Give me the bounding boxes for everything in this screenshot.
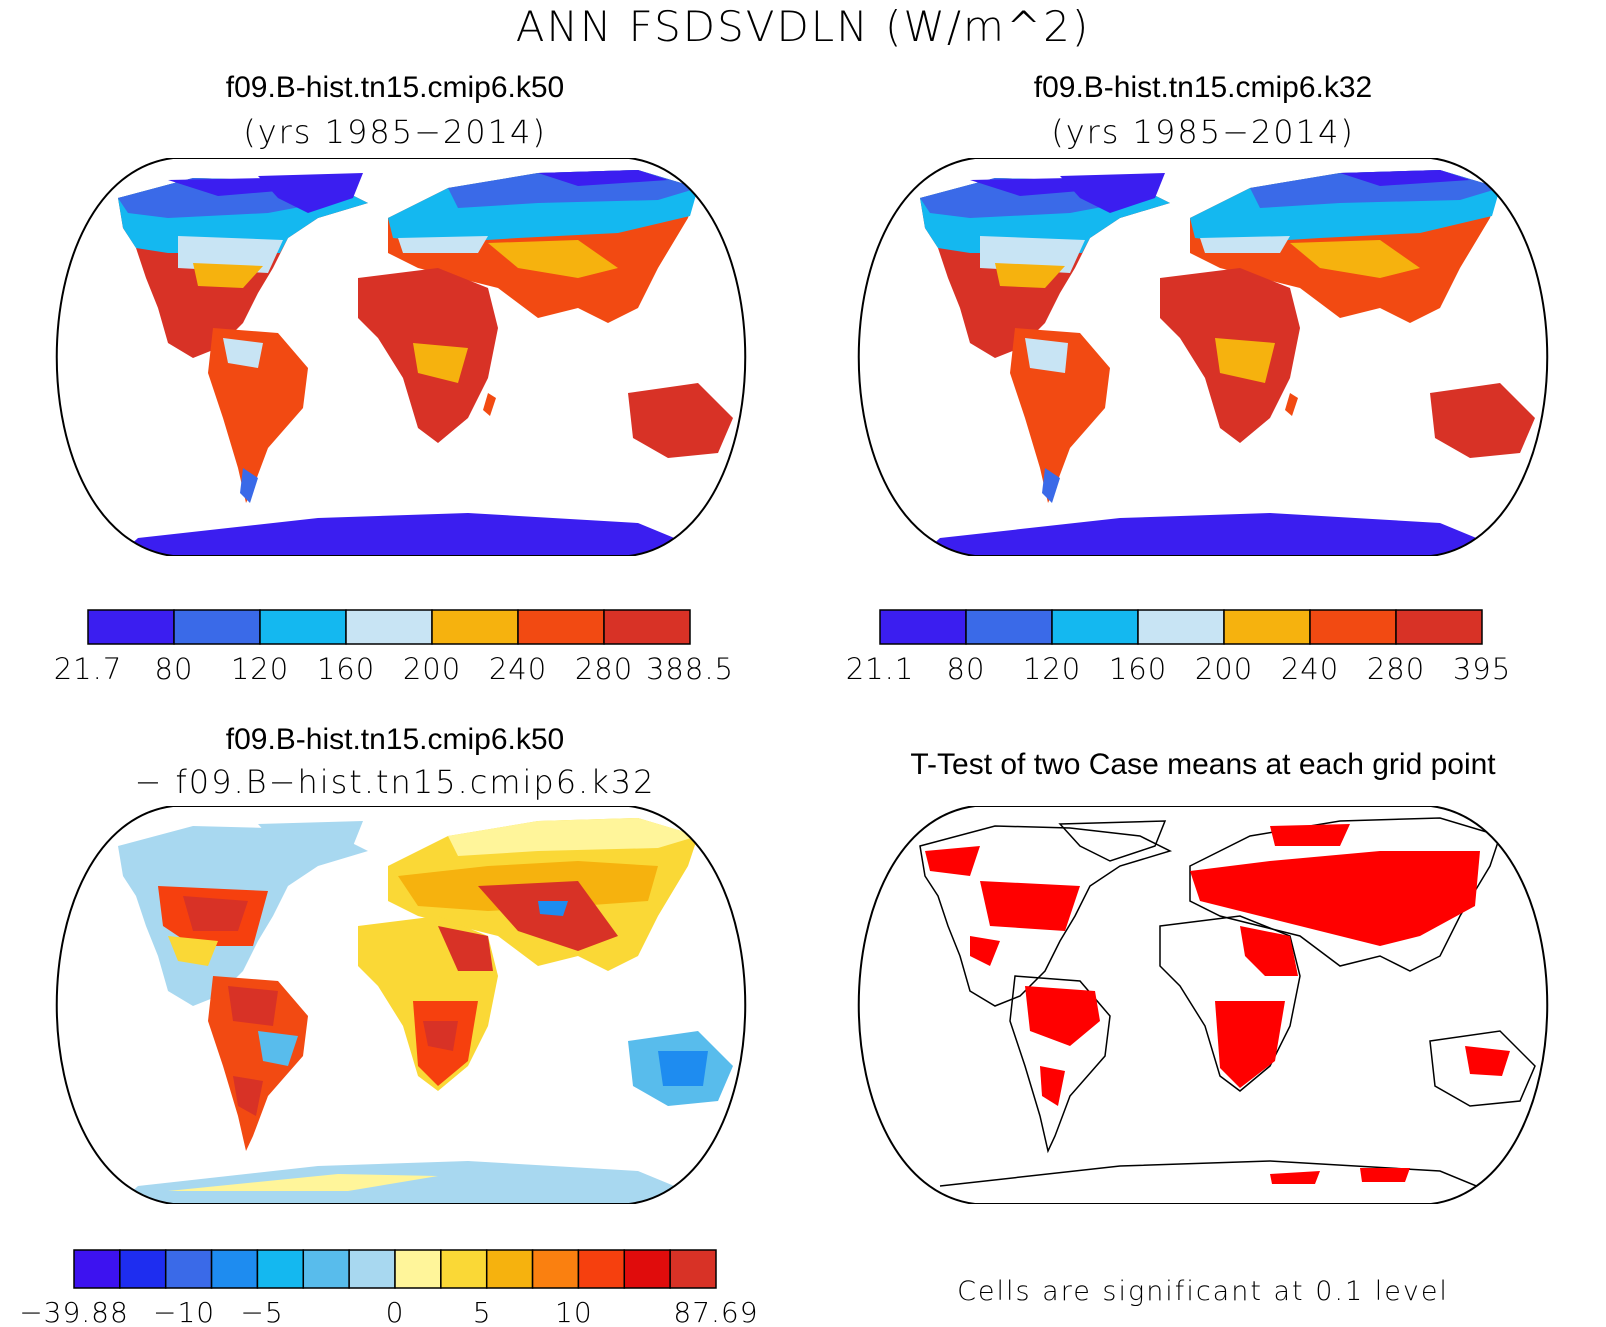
panel-tr-title: f09.B-hist.tn15.cmip6.k32: [1033, 71, 1373, 104]
panel-br-footnote: Cells are significant at 0.1 level: [957, 1276, 1449, 1307]
land-south-america: [208, 328, 308, 503]
panel-tl-subtitle: (yrs 1985−2014): [243, 113, 547, 151]
colorbar-swatch: [577, 1249, 626, 1289]
colorbar-swatch: [394, 1249, 442, 1289]
colorbar-swatch: [164, 1249, 213, 1289]
colorbar-bottom-left: −39.88 −10 −5 0 5 10 87.69: [19, 1249, 758, 1327]
land-antarctica: [118, 513, 718, 556]
coast-south-america: [1009, 975, 1111, 1154]
colorbar-tick-label: 280: [575, 652, 633, 686]
colorbar-swatch: [531, 1249, 580, 1289]
panel-tl-title: f09.B-hist.tn15.cmip6.k50: [225, 71, 565, 104]
colorbar-swatch: [603, 609, 691, 645]
colorbar-tick-label: 120: [231, 652, 289, 686]
colorbar-swatch: [517, 609, 605, 645]
colorbar-tick-label: 395: [1453, 652, 1511, 686]
land-greenland: [1060, 173, 1165, 213]
colorbar-swatch: [345, 609, 433, 645]
land-greenland: [258, 173, 363, 213]
colorbar-swatch: [1223, 609, 1311, 645]
colorbar-tick-label: 10: [555, 1296, 593, 1327]
colorbar-swatch: [1051, 609, 1139, 645]
colorbar-tick-label: 21.7: [54, 652, 123, 686]
land-australia: [1430, 383, 1535, 458]
colorbar-swatch: [73, 1249, 121, 1289]
coast-africa: [1159, 915, 1301, 1092]
colorbar-swatch: [348, 1249, 396, 1289]
colorbar-tick-label: 160: [1109, 652, 1167, 686]
colorbar-swatch: [1137, 609, 1225, 645]
panel-br-title: T-Test of two Case means at each grid po…: [910, 748, 1496, 781]
figure-title: ANN FSDSVDLN (W/m^2): [515, 2, 1091, 51]
colorbar-tick-label: −10: [153, 1296, 215, 1327]
colorbar-swatch: [87, 609, 175, 645]
colorbar-tick-label: 87.69: [673, 1296, 758, 1327]
coast-eurasia: [1189, 817, 1501, 972]
colorbar-swatch: [259, 609, 347, 645]
colorbar-tick-label: 5: [473, 1296, 492, 1327]
colorbar-swatch: [440, 1249, 488, 1289]
map-bottom-right: [857, 806, 1549, 1204]
colorbar-tick-label: 240: [1281, 652, 1339, 686]
colorbar-swatch: [256, 1249, 305, 1289]
colorbar-swatch: [173, 609, 261, 645]
panel-bl-subtitle: − f09.B−hist.tn15.cmip6.k32: [134, 763, 656, 801]
land-greenland: [258, 821, 363, 861]
coast-north-america: [919, 825, 1173, 1007]
land-australia: [628, 383, 733, 458]
land-antarctica: [920, 513, 1520, 556]
colorbar-top-left: 21.7 80 120 160 200 240 280 388.5: [54, 609, 734, 686]
colorbar-swatch: [879, 609, 967, 645]
colorbar-swatch: [119, 1249, 167, 1289]
colorbar-tick-label: −5: [240, 1296, 283, 1327]
coast-antarctica: [939, 1160, 1521, 1204]
colorbar-swatch: [431, 609, 519, 645]
colorbar-tick-label: 388.5: [646, 652, 734, 686]
land-south-america: [1010, 328, 1110, 503]
colorbar-tick-label: −39.88: [19, 1296, 129, 1327]
coast-australia: [1429, 1030, 1536, 1107]
map-top-right: [857, 158, 1549, 556]
colorbar-swatch: [1395, 609, 1483, 645]
land-antarctica: [118, 1161, 718, 1204]
colorbar-top-right: 21.1 80 120 160 200 240 280 395: [846, 609, 1511, 686]
colorbar-tick-label: 200: [403, 652, 461, 686]
map-top-left: [55, 158, 747, 556]
colorbar-tick-label: 21.1: [846, 652, 915, 686]
coast-greenland: [1058, 820, 1167, 862]
colorbar-swatch: [485, 1249, 534, 1289]
colorbar-tick-label: 80: [155, 652, 194, 686]
colorbar-swatch: [210, 1249, 259, 1289]
colorbar-tick-label: 80: [947, 652, 986, 686]
colorbar-tick-label: 160: [317, 652, 375, 686]
colorbar-tick-label: 0: [386, 1296, 405, 1327]
colorbar-swatch: [965, 609, 1053, 645]
colorbar-tick-label: 120: [1023, 652, 1081, 686]
colorbar-tick-label: 280: [1367, 652, 1425, 686]
colorbar-swatch: [302, 1249, 350, 1289]
colorbar-swatch: [1309, 609, 1397, 645]
colorbar-tick-label: 200: [1195, 652, 1253, 686]
panel-bl-title: f09.B-hist.tn15.cmip6.k50: [225, 723, 565, 756]
panel-tr-subtitle: (yrs 1985−2014): [1051, 113, 1355, 151]
significant-cells: [925, 824, 1510, 1184]
colorbar-tick-label: 240: [489, 652, 547, 686]
colorbar-swatch: [669, 1249, 717, 1289]
colorbar-swatch: [623, 1249, 671, 1289]
map-bottom-left: [55, 806, 747, 1204]
